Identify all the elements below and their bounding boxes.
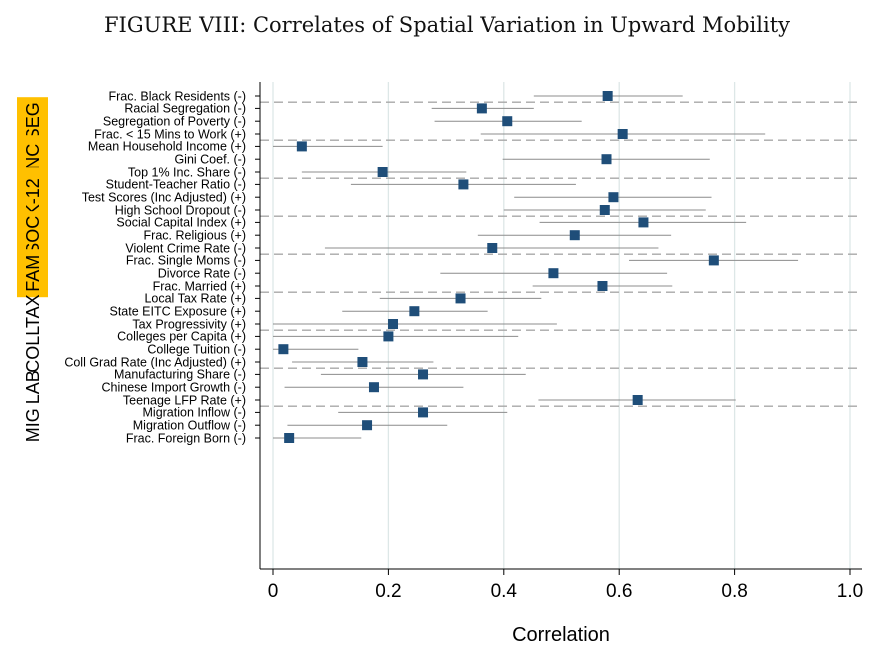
group-label: SOC [23,216,43,255]
point-marker [476,103,487,114]
point-marker [617,129,628,139]
point-marker [418,407,429,418]
y-category-label: Divorce Rate (-) [158,267,246,281]
y-category-label: Gini Coef. (-) [174,153,246,167]
point-marker [569,230,580,241]
point-marker [357,357,368,367]
point-marker [599,205,610,215]
y-category-label: Manufacturing Share (-) [114,368,246,382]
x-tick-label: 1.0 [837,581,863,602]
group-label: MIG [23,408,43,442]
y-category-label: Mean Household Income (+) [88,140,246,154]
y-category-label: Migration Outflow (-) [133,419,246,433]
y-category-label: Frac. Black Residents (-) [108,89,246,103]
x-tick-label: 0.4 [491,581,518,602]
group-label: LAB [23,370,43,404]
point-marker [602,91,613,101]
x-tick-label: 0.6 [606,581,632,602]
point-marker [296,141,307,152]
point-marker [388,319,399,329]
y-category-label: Frac. Single Moms (-) [126,254,246,268]
group-label: SEG [23,102,43,140]
group-label: FAM [23,255,43,292]
y-category-label: Colleges per Capita (+) [117,330,246,344]
y-category-label: Migration Inflow (-) [143,406,247,420]
y-category-label: Racial Segregation (-) [124,102,246,116]
y-category-label: Segregation of Poverty (-) [103,115,246,129]
y-category-label: Frac. Foreign Born (-) [126,431,246,445]
y-category-label: Coll Grad Rate (Inc Adjusted) (+) [64,355,246,369]
x-axis-label: Correlation [512,624,610,646]
point-marker [458,179,469,190]
point-marker [278,344,289,355]
chart-title: FIGURE VIII: Correlates of Spatial Varia… [104,13,790,37]
point-marker [708,255,719,266]
point-marker [368,382,379,393]
point-marker [409,306,420,317]
point-marker [418,369,429,380]
x-tick-label: 0.8 [721,581,747,602]
x-tick-label: 0.2 [375,581,401,602]
y-category-label: Frac. < 15 Mins to Work (+) [94,127,246,141]
point-marker [632,395,643,405]
group-label: COLL [23,326,43,373]
group-label: TAX [23,294,43,328]
point-marker [638,217,649,228]
point-marker [487,243,498,253]
y-category-label: Student-Teacher Ratio (-) [106,178,246,192]
x-tick-label: 0 [268,581,279,602]
y-category-label: Tax Progressivity (+) [132,317,246,331]
y-category-label: State EITC Exposure (+) [109,305,246,319]
group-label: INC [23,144,43,175]
y-category-label: Chinese Import Growth (-) [102,381,246,395]
group-label: K-12 [23,178,43,216]
point-marker [597,281,608,291]
point-marker [601,154,612,165]
y-category-label: Teenage LFP Rate (+) [123,393,246,407]
y-category-label: Violent Crime Rate (-) [125,241,246,255]
point-marker [383,331,394,342]
y-category-label: Social Capital Index (+) [116,216,246,230]
point-marker [377,167,388,177]
point-marker [362,420,373,431]
plot-area: 0 0.2 0.4 0.6 0.8 1.0 Frac. Black Residents (-… [17,82,863,602]
y-category-label: Top 1% Inc. Share (-) [128,165,246,179]
y-category-label: Frac. Married (+) [153,279,246,293]
y-category-label: Frac. Religious (+) [144,229,246,243]
point-marker [455,293,466,304]
group-highlight [17,249,48,298]
y-category-label: Local Tax Rate (+) [144,292,246,306]
y-category-label: High School Dropout (-) [115,203,246,217]
point-marker [548,268,559,279]
y-category-label: College Tuition (-) [147,343,246,357]
y-category-label: Test Scores (Inc Adjusted) (+) [82,191,246,205]
point-marker [608,192,619,203]
point-marker [502,116,513,127]
point-marker [284,433,295,443]
